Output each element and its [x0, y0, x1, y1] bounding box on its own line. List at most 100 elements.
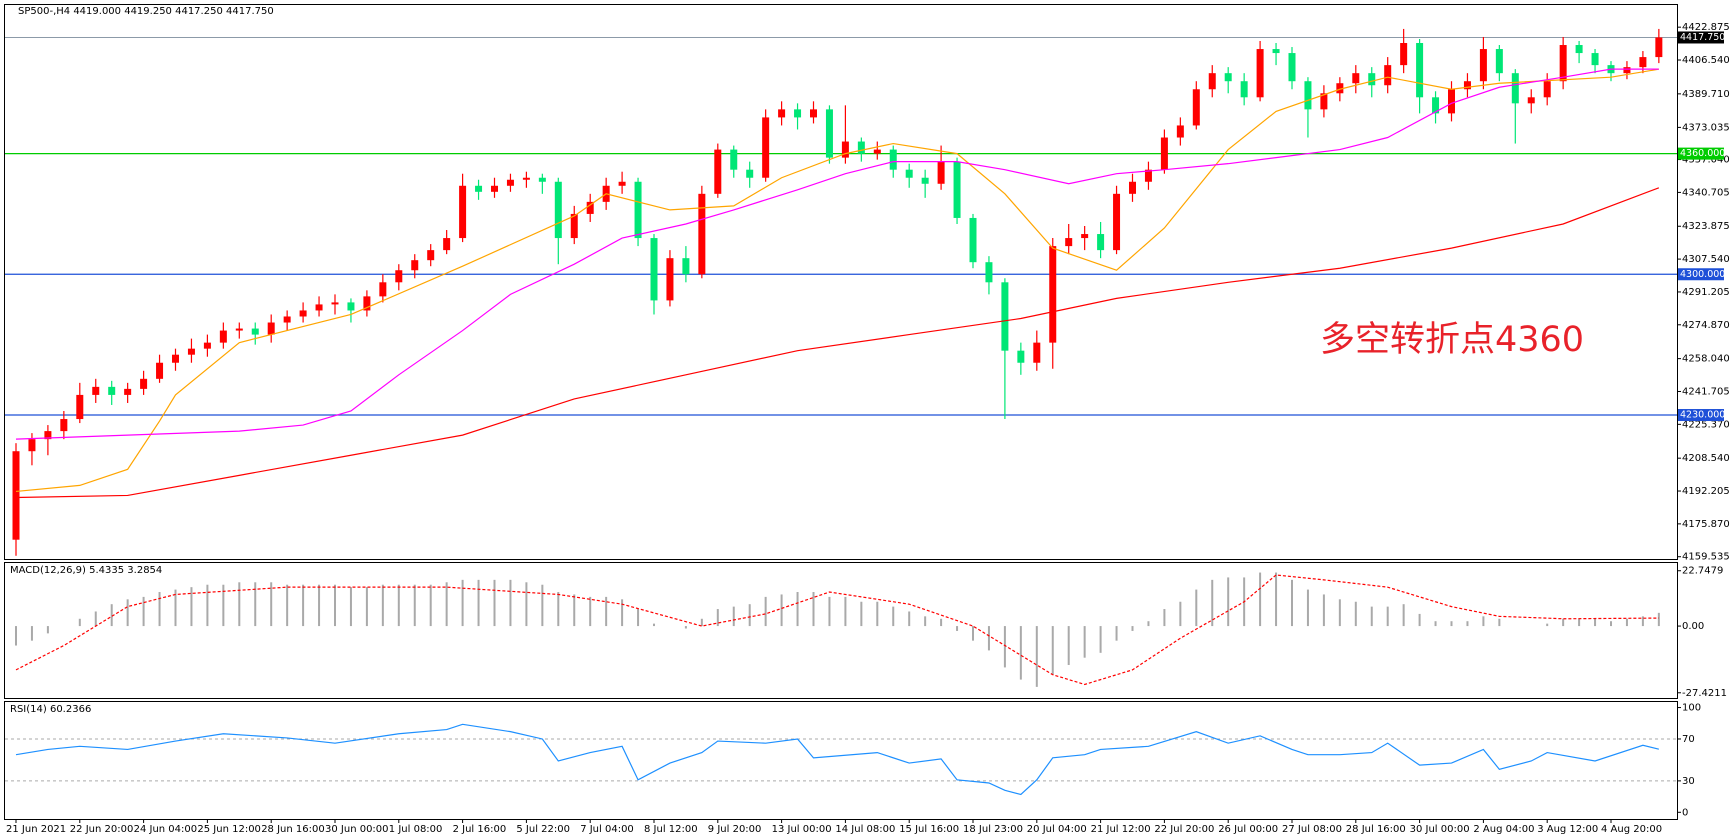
y-tick-label: 4159.535: [1682, 552, 1730, 563]
candle-body: [203, 342, 211, 349]
candle-body: [1033, 342, 1041, 363]
candle-body: [1272, 49, 1280, 54]
candle-body: [921, 177, 929, 184]
macd-bar: [238, 582, 241, 627]
x-tick-label: 13 Jul 00:00: [772, 824, 832, 835]
macd-bar: [1386, 606, 1389, 627]
y-tick-label: 4340.705: [1682, 187, 1730, 198]
candle-body: [1288, 53, 1296, 82]
candle-body: [522, 177, 530, 180]
candle-body: [1049, 246, 1057, 343]
candle-body: [1384, 65, 1392, 86]
macd-bar: [158, 592, 161, 627]
macd-bar: [334, 584, 336, 627]
candle-body: [235, 328, 243, 331]
macd-bar: [812, 592, 815, 627]
level-label-box: [1678, 409, 1724, 422]
annotation: 多空转折点4360: [1320, 320, 1584, 360]
candle-body: [810, 109, 817, 118]
x-tick-label: 15 Jul 16:00: [899, 824, 959, 835]
x-tick-label: 18 Jul 23:00: [963, 824, 1023, 835]
macd-bar: [493, 579, 496, 627]
x-tick-label: 20 Jul 04:00: [1027, 824, 1087, 835]
candle-body: [873, 149, 881, 154]
macd-bar: [1163, 609, 1166, 627]
x-tick-label: 24 Jun 04:00: [134, 824, 198, 835]
candle-body: [172, 354, 179, 363]
candle-body: [538, 177, 546, 182]
macd-bar: [1418, 613, 1421, 627]
macd-bar: [796, 592, 799, 627]
candle-body: [124, 388, 132, 395]
y-tick-label: 30: [1682, 776, 1695, 787]
candle-body: [985, 262, 993, 283]
candle-body: [1543, 81, 1551, 98]
x-tick-label: 28 Jul 16:00: [1346, 824, 1406, 835]
y-tick-label: 4422.875: [1682, 22, 1730, 33]
candle-body: [1224, 73, 1232, 82]
candle-body: [570, 213, 578, 239]
macd-bar: [684, 626, 687, 629]
y-tick-label: 4192.205: [1682, 486, 1730, 497]
macd-bar: [573, 594, 576, 627]
macd-bar: [1338, 599, 1341, 627]
candle-body: [730, 149, 738, 170]
x-tick-label: 21 Jul 12:00: [1091, 824, 1151, 835]
macd-bar: [206, 584, 209, 627]
candle-body: [857, 141, 865, 154]
candle-body: [1448, 89, 1455, 114]
macd-bar: [461, 579, 464, 627]
candle-body: [1192, 89, 1200, 126]
macd-bar: [1035, 626, 1038, 687]
macd-bar: [557, 592, 560, 627]
x-tick-label: 21 Jun 2021: [6, 824, 66, 835]
candle-body: [841, 141, 849, 158]
candle-body: [1097, 234, 1105, 251]
candle-body: [586, 201, 594, 214]
moving-average: [15, 68, 1659, 440]
candle-body: [1639, 57, 1647, 68]
macd-bar: [349, 587, 352, 627]
candle-body: [60, 419, 68, 432]
candle-body: [1511, 73, 1519, 104]
macd-bar: [1291, 579, 1293, 627]
macd-bar: [1562, 618, 1565, 627]
candle-body: [491, 185, 498, 192]
macd-bar: [1083, 626, 1086, 658]
candle-body: [331, 302, 339, 305]
x-tick-label: 14 Jul 08:00: [835, 824, 895, 835]
x-tick-label: 9 Jul 20:00: [708, 824, 762, 835]
y-tick-label: 4357.040: [1682, 155, 1730, 166]
level-label: 4300.000: [1680, 269, 1725, 280]
macd-bar: [1115, 626, 1118, 641]
candle-body: [953, 161, 961, 218]
current-price-box: [1678, 31, 1724, 44]
macd-bar: [605, 596, 608, 627]
macd-bar: [302, 584, 305, 627]
macd-bar: [1195, 589, 1198, 627]
macd-bar: [254, 582, 257, 627]
macd-bar: [174, 589, 177, 627]
y-tick-label: 4175.870: [1682, 519, 1730, 530]
candle-body: [969, 217, 977, 263]
candle-body: [267, 322, 275, 335]
candle-body: [443, 238, 451, 251]
macd-bar: [1482, 616, 1485, 627]
level-label: 4360.000: [1680, 148, 1725, 159]
y-tick-label: 4323.875: [1682, 221, 1730, 232]
candle-body: [714, 149, 722, 194]
macd-bar: [828, 596, 831, 627]
macd-bar: [1594, 618, 1597, 627]
x-tick-label: 7 Jul 04:00: [580, 824, 634, 835]
candle-body: [76, 394, 84, 420]
x-tick-label: 30 Jun 00:00: [325, 824, 389, 835]
price-title: SP500-,H4 4419.000 4419.250 4417.250 441…: [18, 6, 274, 17]
rsi-title: RSI(14) 60.2366: [10, 704, 91, 715]
macd-bar: [46, 626, 49, 634]
candle-body: [1240, 81, 1248, 98]
y-tick-label: 4389.710: [1682, 89, 1730, 100]
macd-bar: [1306, 589, 1309, 627]
y-tick-label: 4208.540: [1682, 453, 1730, 464]
y-tick-label: 4373.035: [1682, 122, 1730, 133]
macd-bar: [940, 618, 943, 627]
